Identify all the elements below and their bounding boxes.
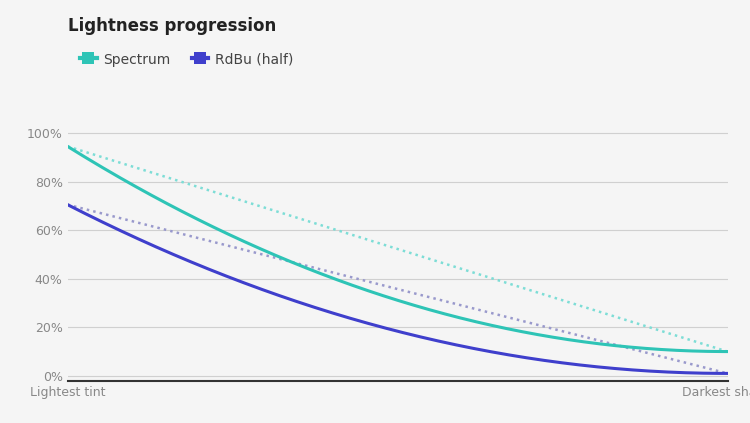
Text: Lightness progression: Lightness progression (68, 17, 276, 35)
Legend: Spectrum, RdBu (half): Spectrum, RdBu (half) (74, 47, 299, 72)
